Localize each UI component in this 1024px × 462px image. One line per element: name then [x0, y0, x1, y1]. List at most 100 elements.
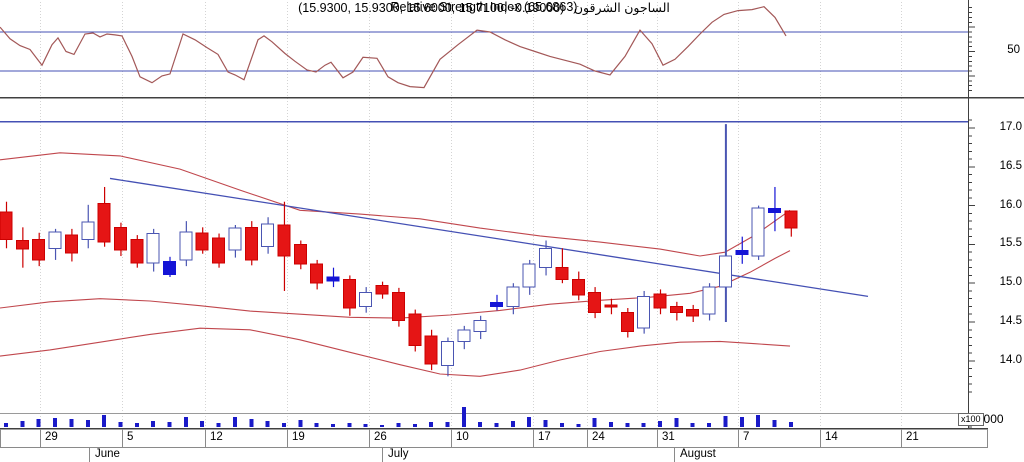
candle-body[interactable] — [326, 276, 340, 282]
volume-bar — [183, 417, 188, 427]
candle-body[interactable] — [751, 207, 765, 257]
candle-body[interactable] — [718, 255, 732, 288]
candle-body[interactable] — [310, 263, 324, 284]
volume-bar — [69, 419, 74, 427]
week-separator — [40, 429, 41, 447]
candle-body[interactable] — [702, 286, 716, 315]
band-lower — [0, 327, 791, 377]
date-axis-months[interactable] — [0, 448, 988, 462]
candle-body[interactable] — [64, 234, 78, 254]
volume-bar — [380, 425, 385, 427]
candle-body[interactable] — [637, 295, 651, 329]
candle-body[interactable] — [588, 292, 602, 314]
candle-body[interactable] — [113, 226, 127, 251]
week-label: 29 — [45, 431, 58, 443]
candle-body[interactable] — [604, 304, 618, 308]
week-separator — [901, 429, 902, 447]
price-axis-label: 14.0 — [999, 353, 1022, 366]
month-label: August — [680, 448, 716, 460]
volume-bar — [445, 422, 450, 427]
volume-bar — [625, 423, 630, 427]
candle-body[interactable] — [244, 226, 258, 261]
week-label: 17 — [538, 431, 551, 443]
volume-bar — [331, 424, 335, 427]
week-separator — [533, 429, 534, 447]
volume-scale-box: x100 — [958, 413, 984, 426]
volume-bar — [641, 423, 646, 427]
volume-bar — [690, 423, 695, 427]
candle-body[interactable] — [555, 267, 569, 280]
week-label: 14 — [825, 431, 838, 443]
volume-bar — [658, 421, 662, 427]
week-label: 12 — [210, 431, 223, 443]
volume-bar — [102, 415, 107, 427]
price-axis-label: 16.5 — [999, 159, 1022, 172]
price-axis-label: 15.0 — [999, 276, 1022, 289]
candle-body[interactable] — [506, 286, 520, 307]
candle-body[interactable] — [212, 237, 226, 264]
candle-body[interactable] — [620, 312, 634, 332]
volume-bar — [281, 423, 286, 427]
price-axis-label: 15.5 — [999, 237, 1022, 250]
month-label: June — [95, 448, 120, 460]
candle-body[interactable] — [424, 335, 438, 365]
volume-bar — [118, 422, 123, 427]
week-separator — [451, 429, 452, 447]
volume-bar — [396, 423, 401, 427]
candle-body[interactable] — [539, 247, 553, 269]
volume-bar — [4, 423, 8, 427]
volume-bar — [527, 417, 532, 427]
week-label: 7 — [743, 431, 750, 443]
candle-body[interactable] — [342, 278, 356, 309]
month-separator — [674, 448, 675, 462]
candle-body[interactable] — [0, 211, 13, 241]
candle-body[interactable] — [15, 240, 29, 250]
candle-body[interactable] — [669, 305, 683, 314]
candle-body[interactable] — [195, 232, 209, 251]
candle-body[interactable] — [735, 250, 749, 256]
candle-body[interactable] — [48, 231, 62, 249]
candle-body[interactable] — [32, 239, 46, 261]
candle-body[interactable] — [163, 260, 176, 276]
candle-body[interactable] — [391, 292, 405, 321]
candle-body[interactable] — [359, 292, 373, 307]
candle-body[interactable] — [767, 208, 781, 214]
volume-bar — [478, 422, 483, 427]
candle-body[interactable] — [97, 202, 111, 243]
volume-bar — [216, 423, 221, 427]
volume-bar — [576, 424, 581, 427]
candle-body[interactable] — [653, 293, 667, 309]
volume-bar — [608, 422, 613, 427]
volume-bar — [592, 418, 597, 427]
candle-body[interactable] — [277, 224, 291, 257]
candle-body[interactable] — [146, 233, 160, 264]
volume-bar — [265, 421, 270, 427]
candle-body[interactable] — [490, 302, 503, 308]
candle-body[interactable] — [473, 319, 487, 332]
candle-body[interactable] — [522, 263, 536, 288]
candle-body[interactable] — [408, 313, 422, 346]
week-label: 21 — [906, 431, 919, 443]
candle-body[interactable] — [375, 285, 389, 295]
ohlc-values: (15.9300, 15.9300, 15.6000, 15.7100, -0.… — [298, 1, 565, 15]
candle-body[interactable] — [228, 227, 242, 251]
volume-bar — [314, 423, 319, 427]
volume-bar — [461, 407, 466, 427]
candle-body[interactable] — [293, 243, 307, 265]
candle-body[interactable] — [440, 340, 454, 366]
candle-body[interactable] — [130, 239, 144, 264]
candle-body[interactable] — [261, 223, 275, 248]
candle-body[interactable] — [784, 210, 798, 229]
date-axis-weeks[interactable] — [0, 429, 988, 448]
volume-bar — [510, 421, 515, 427]
candle-body[interactable] — [686, 309, 700, 317]
price-axis-label: 14.5 — [999, 315, 1022, 327]
candle-body[interactable] — [457, 329, 471, 342]
volume-bar — [543, 420, 548, 427]
volume-bar — [151, 421, 156, 427]
candle-body[interactable] — [179, 231, 193, 261]
volume-bar — [249, 419, 254, 427]
candle-body[interactable] — [571, 278, 585, 296]
candle-body[interactable] — [81, 221, 95, 241]
